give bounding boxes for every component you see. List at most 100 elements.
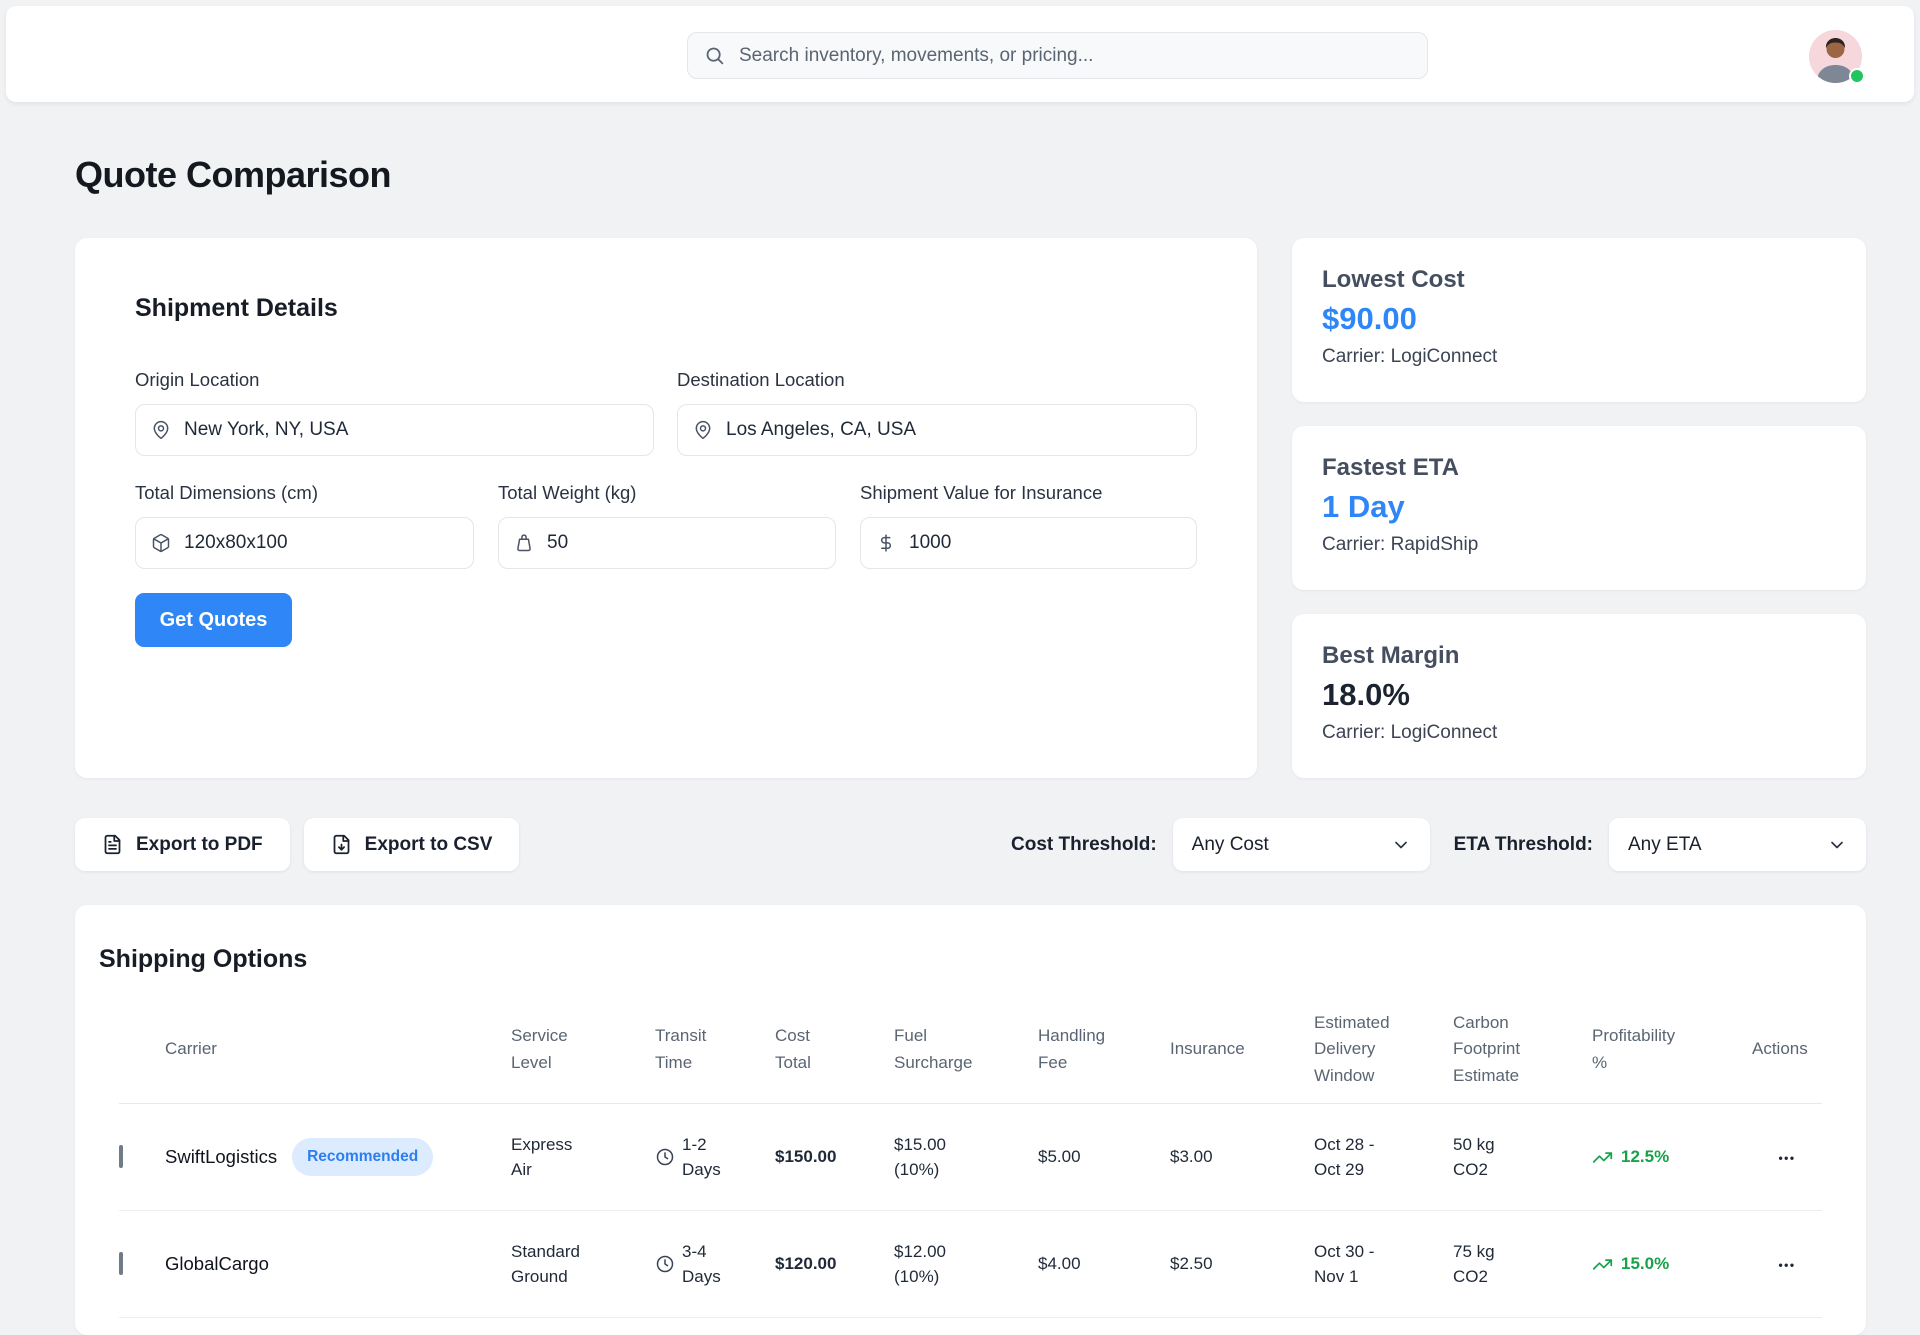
table-toolbar: Export to PDF Export to CSV Cost Thresho… <box>75 818 1866 871</box>
col-insurance: Insurance <box>1170 1039 1245 1059</box>
lowest-cost-value: $90.00 <box>1322 301 1417 336</box>
map-pin-icon <box>693 420 713 440</box>
profitability: 15.0% <box>1621 1254 1670 1274</box>
trending-up-icon <box>1592 1147 1613 1168</box>
transit-time: 1-2 Days <box>682 1134 721 1180</box>
lowest-cost-carrier: Carrier: LogiConnect <box>1322 346 1498 367</box>
export-pdf-button[interactable]: Export to PDF <box>75 818 290 871</box>
page-title: Quote Comparison <box>75 154 392 195</box>
dimensions-input[interactable] <box>182 531 458 555</box>
dimensions-field: Total Dimensions (cm) <box>135 482 474 569</box>
service-level: Standard Ground <box>511 1241 580 1287</box>
destination-input-wrap[interactable] <box>677 404 1197 456</box>
recommended-badge: Recommended <box>292 1138 434 1176</box>
cost-threshold-value: Any Cost <box>1191 833 1269 855</box>
col-carbon-footprint: Carbon Footprint Estimate <box>1453 1013 1521 1085</box>
col-delivery-window: Estimated Delivery Window <box>1314 1013 1390 1085</box>
eta-threshold-value: Any ETA <box>1628 833 1702 855</box>
row-checkbox[interactable] <box>119 1252 123 1276</box>
best-margin-card: Best Margin 18.0% Carrier: LogiConnect <box>1292 614 1866 778</box>
shipping-options-heading: Shipping Options <box>99 945 308 973</box>
clock-icon <box>655 1147 675 1167</box>
origin-field: Origin Location <box>135 369 654 456</box>
origin-input-wrap[interactable] <box>135 404 654 456</box>
insurance-value-label: Shipment Value for Insurance <box>860 482 1103 503</box>
export-pdf-label: Export to PDF <box>136 833 263 855</box>
insurance: $2.50 <box>1170 1254 1213 1274</box>
dimensions-input-wrap[interactable] <box>135 517 474 569</box>
origin-input[interactable] <box>182 418 638 442</box>
search-input[interactable] <box>737 43 1411 68</box>
eta-threshold-label: ETA Threshold: <box>1453 833 1593 855</box>
file-download-icon <box>331 834 352 855</box>
destination-field: Destination Location <box>677 369 1197 456</box>
carbon-footprint: 50 kg CO2 <box>1453 1134 1495 1180</box>
fuel-surcharge: $15.00 (10%) <box>894 1134 946 1180</box>
col-service-level: Service Level <box>511 1026 568 1072</box>
carrier-name: GlobalCargo <box>165 1253 269 1275</box>
col-handling-fee: Handling Fee <box>1038 1026 1106 1072</box>
main-content: Quote Comparison Shipment Details Origin… <box>0 154 1920 1335</box>
carbon-footprint: 75 kg CO2 <box>1453 1241 1495 1287</box>
fastest-eta-carrier: Carrier: RapidShip <box>1322 534 1479 555</box>
weight-input-wrap[interactable] <box>498 517 836 569</box>
weight-label: Total Weight (kg) <box>498 482 637 503</box>
file-text-icon <box>102 834 123 855</box>
chevron-down-icon <box>1391 835 1411 855</box>
fastest-eta-card: Fastest ETA 1 Day Carrier: RapidShip <box>1292 426 1866 590</box>
summary-cards: Lowest Cost $90.00 Carrier: LogiConnect … <box>1292 238 1866 778</box>
shipping-options-card: Shipping Options Carrier Service Level T… <box>75 905 1866 1335</box>
table-row: SwiftLogistics Recommended Express Air 1… <box>119 1104 1822 1212</box>
weight-input[interactable] <box>545 531 820 555</box>
insurance-value-input[interactable] <box>907 531 1181 555</box>
fastest-eta-value: 1 Day <box>1322 489 1405 524</box>
cost-total: $150.00 <box>775 1147 837 1167</box>
origin-label: Origin Location <box>135 369 260 390</box>
cost-threshold-label: Cost Threshold: <box>1011 833 1157 855</box>
online-status-dot <box>1849 68 1865 84</box>
weight-icon <box>514 533 534 553</box>
avatar-image <box>1809 30 1862 83</box>
fuel-surcharge: $12.00 (10%) <box>894 1241 946 1287</box>
insurance-value-input-wrap[interactable] <box>860 517 1197 569</box>
trending-up-icon <box>1592 1254 1613 1275</box>
table-header-row: Carrier Service Level Transit Time Cost … <box>119 1002 1822 1105</box>
col-cost-total: Cost Total <box>775 1026 811 1072</box>
insurance: $3.00 <box>1170 1147 1213 1167</box>
export-csv-button[interactable]: Export to CSV <box>303 818 520 871</box>
fastest-eta-title: Fastest ETA <box>1322 454 1459 481</box>
clock-icon <box>655 1254 675 1274</box>
col-carrier: Carrier <box>165 1039 217 1059</box>
export-csv-label: Export to CSV <box>364 833 493 855</box>
best-margin-value: 18.0% <box>1322 677 1410 712</box>
destination-input[interactable] <box>724 418 1181 442</box>
destination-label: Destination Location <box>677 369 845 390</box>
best-margin-title: Best Margin <box>1322 642 1460 669</box>
profitability: 12.5% <box>1621 1147 1670 1167</box>
delivery-window: Oct 30 - Nov 1 <box>1314 1241 1375 1287</box>
row-checkbox[interactable] <box>119 1145 123 1169</box>
row-actions-button[interactable]: ••• <box>1778 1257 1796 1272</box>
map-pin-icon <box>151 420 171 440</box>
dollar-icon <box>876 533 896 553</box>
shipment-details-card: Shipment Details Origin Location Destina… <box>75 238 1257 778</box>
top-bar <box>6 6 1914 102</box>
table-row: GlobalCargo Standard Ground 3-4 Days $12… <box>119 1211 1822 1319</box>
search-box[interactable] <box>687 32 1428 79</box>
cost-threshold-select[interactable]: Any Cost <box>1172 818 1430 871</box>
col-actions: Actions <box>1752 1039 1808 1059</box>
row-actions-button[interactable]: ••• <box>1778 1150 1796 1165</box>
lowest-cost-card: Lowest Cost $90.00 Carrier: LogiConnect <box>1292 238 1866 402</box>
get-quotes-button[interactable]: Get Quotes <box>135 593 292 647</box>
chevron-down-icon <box>1827 835 1847 855</box>
col-fuel-surcharge: Fuel Surcharge <box>894 1026 973 1072</box>
service-level: Express Air <box>511 1134 573 1180</box>
col-transit-time: Transit Time <box>655 1026 707 1072</box>
delivery-window: Oct 28 - Oct 29 <box>1314 1134 1375 1180</box>
carrier-name: SwiftLogistics <box>165 1146 278 1168</box>
eta-threshold-select[interactable]: Any ETA <box>1609 818 1866 871</box>
lowest-cost-title: Lowest Cost <box>1322 266 1465 293</box>
avatar[interactable] <box>1809 30 1865 84</box>
best-margin-carrier: Carrier: LogiConnect <box>1322 722 1498 743</box>
cost-total: $120.00 <box>775 1254 837 1274</box>
